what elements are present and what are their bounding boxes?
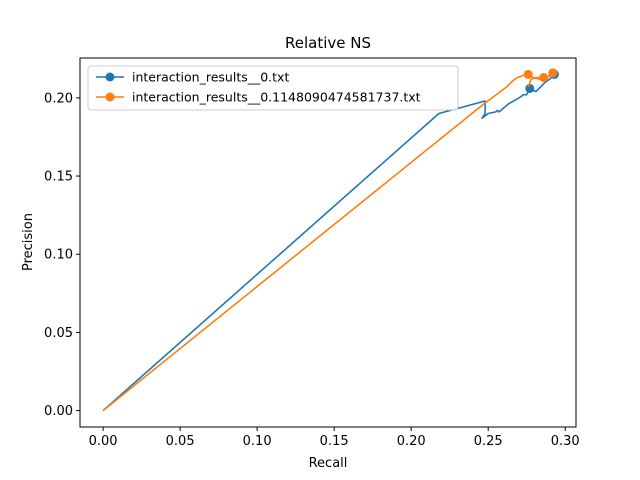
x-tick-label: 0.10 [243, 434, 272, 449]
y-tick-label: 0.15 [44, 170, 73, 185]
y-tick-label: 0.05 [44, 326, 73, 341]
plot-series [102, 68, 559, 412]
axes-frame [79, 57, 577, 428]
y-tick-label: 0.10 [44, 248, 73, 263]
y-tick-label: 0.00 [44, 404, 73, 419]
x-tick-label: 0.25 [474, 434, 503, 449]
series-1-marker [548, 68, 558, 78]
chart-title: Relative NS [285, 34, 371, 52]
x-axis-ticks: 0.00 0.05 0.10 0.15 0.20 0.25 0.30 [89, 427, 580, 449]
x-tick-label: 0.15 [320, 434, 349, 449]
x-tick-label: 0.20 [397, 434, 426, 449]
x-tick-label: 0.00 [89, 434, 118, 449]
y-axis-label: Precision [21, 213, 36, 271]
legend-label: interaction_results__0.txt [132, 70, 289, 85]
x-tick-label: 0.05 [166, 434, 195, 449]
x-tick-label: 0.30 [551, 434, 580, 449]
y-tick-label: 0.20 [44, 91, 73, 106]
legend-label: interaction_results__0.1148090474581737.… [132, 90, 421, 105]
x-axis-label: Recall [309, 456, 348, 471]
series-1-marker [523, 69, 533, 79]
series-line-0 [102, 73, 555, 412]
y-axis-ticks: 0.00 0.05 0.10 0.15 0.20 [44, 91, 80, 419]
legend-swatch-marker [105, 72, 115, 82]
legend-box [87, 65, 459, 111]
series-0-marker [525, 83, 535, 93]
legend-swatch-marker [105, 92, 115, 102]
legend: interaction_results__0.txt interaction_re… [87, 65, 459, 111]
series-1-marker [539, 73, 549, 83]
